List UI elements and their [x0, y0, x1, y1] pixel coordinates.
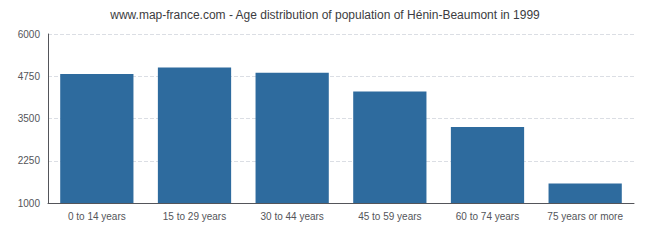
svg-text:4750: 4750 [18, 71, 41, 82]
svg-text:6000: 6000 [18, 29, 41, 40]
svg-text:www.map-france.com - Age distr: www.map-france.com - Age distribution of… [109, 8, 540, 22]
svg-text:1000: 1000 [18, 198, 41, 209]
svg-text:45 to 59 years: 45 to 59 years [358, 211, 421, 222]
svg-text:3500: 3500 [18, 113, 41, 124]
svg-text:0 to 14 years: 0 to 14 years [68, 211, 126, 222]
svg-text:60 to 74 years: 60 to 74 years [456, 211, 519, 222]
svg-text:30 to 44 years: 30 to 44 years [260, 211, 323, 222]
svg-text:2250: 2250 [18, 155, 41, 166]
svg-text:15 to 29 years: 15 to 29 years [163, 211, 226, 222]
svg-text:75 years or more: 75 years or more [547, 211, 623, 222]
